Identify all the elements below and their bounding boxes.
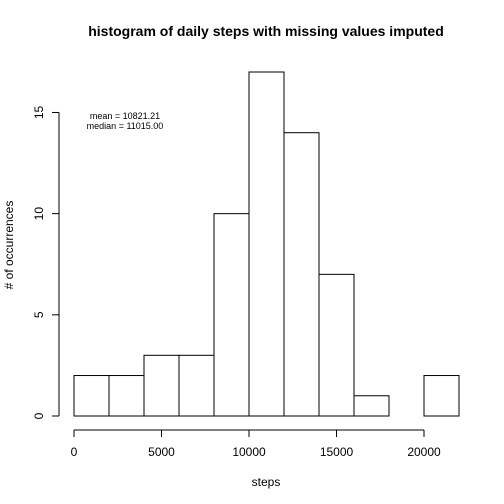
y-tick-label-3: 15 — [32, 105, 46, 119]
histogram-bar-5 — [248, 71, 285, 417]
histogram-bar-3 — [178, 354, 215, 417]
x-tick-label-4: 20000 — [407, 445, 441, 459]
histogram-bar-0 — [73, 375, 110, 417]
x-tick-label-3: 15000 — [320, 445, 354, 459]
y-axis: 0 5 10 15 — [32, 105, 60, 419]
x-tick-label-2: 10000 — [232, 445, 266, 459]
x-axis: 0 5000 10000 15000 20000 — [71, 429, 441, 459]
histogram-bar-2 — [143, 354, 180, 417]
histogram-bar-7 — [318, 273, 355, 417]
mean-annotation: mean = 10821.21 — [90, 111, 160, 121]
histogram-bar-1 — [108, 375, 145, 417]
y-tick-label-1: 5 — [32, 311, 46, 318]
y-tick-label-0: 0 — [32, 412, 46, 419]
histogram-bar-10 — [423, 375, 460, 417]
y-tick-label-2: 10 — [32, 207, 46, 221]
histogram-bar-6 — [283, 132, 320, 417]
median-annotation: median = 11015.00 — [87, 121, 164, 131]
y-axis-label: # of occurrences — [2, 201, 16, 290]
x-tick-label-0: 0 — [71, 445, 78, 459]
chart-title: histogram of daily steps with missing va… — [88, 23, 444, 39]
x-tick-label-1: 5000 — [148, 445, 175, 459]
histogram-bar-8 — [353, 395, 390, 417]
x-axis-label: steps — [252, 475, 281, 489]
bars-group — [73, 71, 460, 417]
histogram-bar-4 — [213, 213, 250, 417]
